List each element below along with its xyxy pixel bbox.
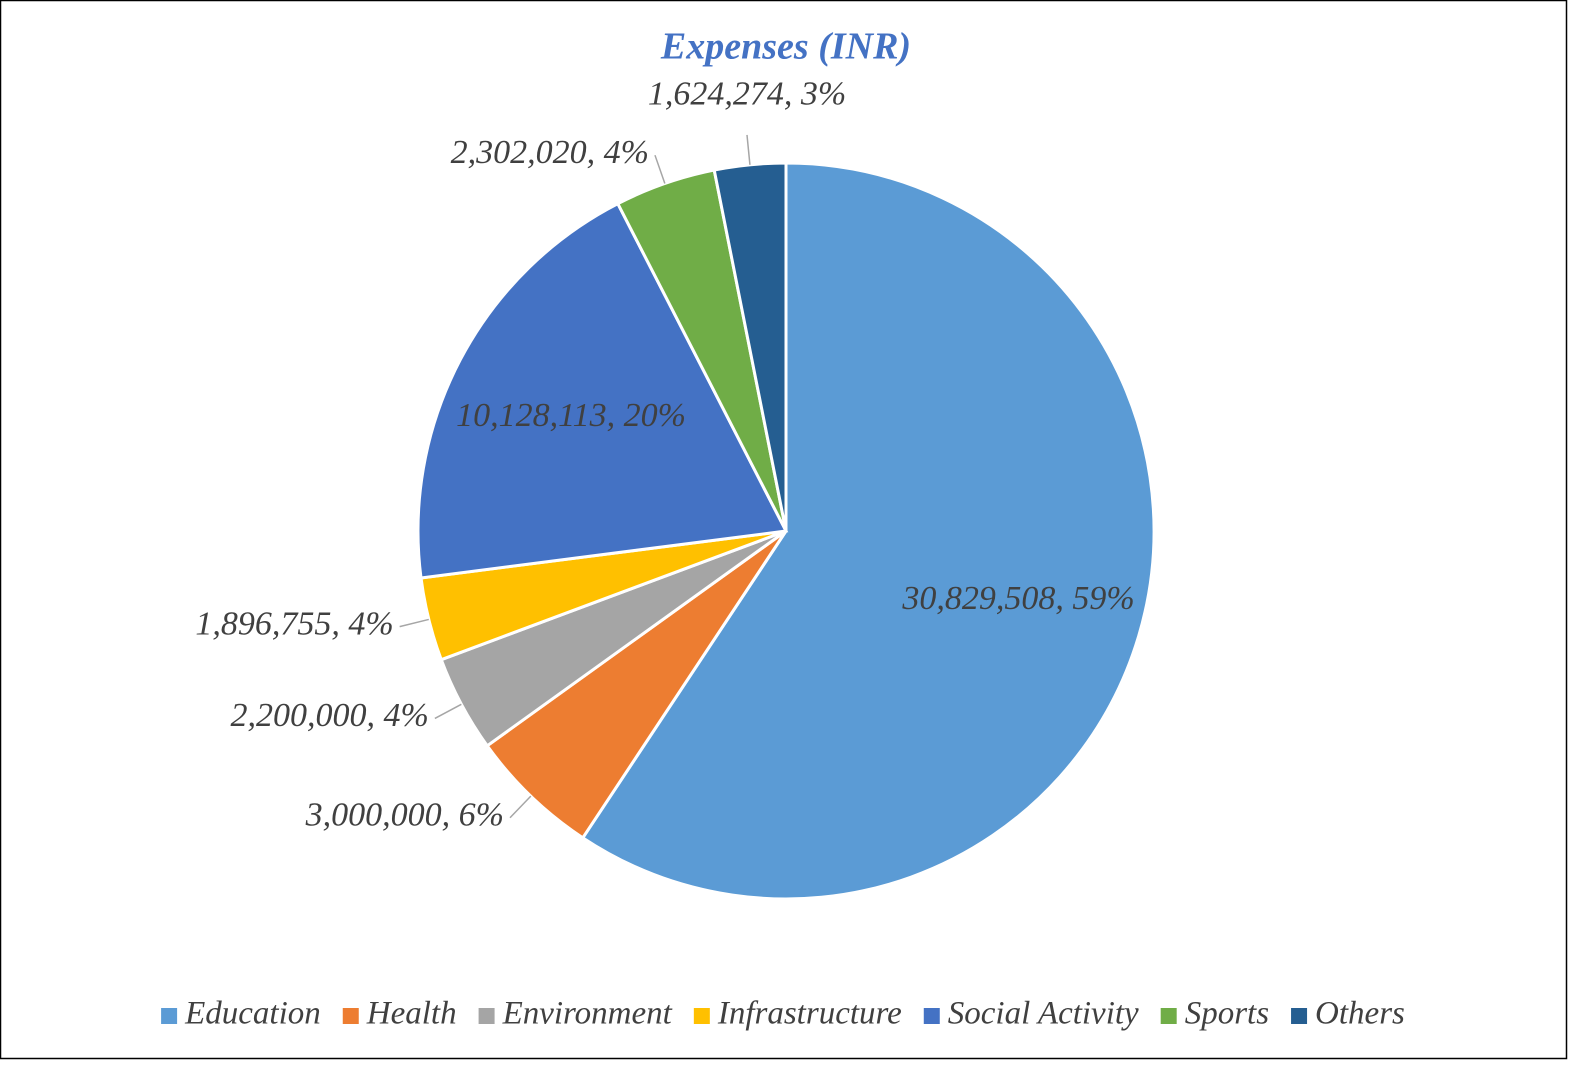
legend-swatch [693,1008,710,1024]
chart-title: Expenses (INR) [660,26,911,68]
pie-slice [712,161,788,532]
data-label: 1,896,755, 4% [195,605,393,642]
legend-label: Infrastructure [717,996,902,1032]
legend-swatch [1160,1008,1177,1024]
leader-line [746,134,751,165]
legend-label: Health [366,996,457,1032]
legend: Education Health Environment Infrastructure… [161,996,1405,1032]
pie-slice [485,529,788,840]
legend-swatch [1291,1008,1308,1024]
legend-swatch [342,1008,359,1024]
data-label: 2,200,000, 4% [231,697,429,734]
legend-label: Social Activity [948,996,1139,1032]
pie-slice [416,201,789,580]
legend-label: Environment [502,996,673,1032]
data-label: 30,829,508, 59% [901,580,1134,617]
leader-line [399,618,429,628]
legend-swatch [478,1008,495,1024]
legend-label: Sports [1185,996,1269,1032]
legend-label: Education [184,996,321,1032]
data-label: 3,000,000, 6% [305,797,504,834]
data-label: 1,624,274, 3% [648,76,846,113]
leader-line [434,703,462,720]
leader-line [654,154,666,184]
legend-swatch [161,1008,178,1024]
legend-label: Others [1315,996,1405,1032]
data-label: 10,128,113, 20% [456,397,686,434]
leader-line [509,795,532,819]
legend-swatch [923,1008,940,1024]
data-label: 2,302,020, 4% [451,134,649,171]
pie-slice [580,161,1156,901]
